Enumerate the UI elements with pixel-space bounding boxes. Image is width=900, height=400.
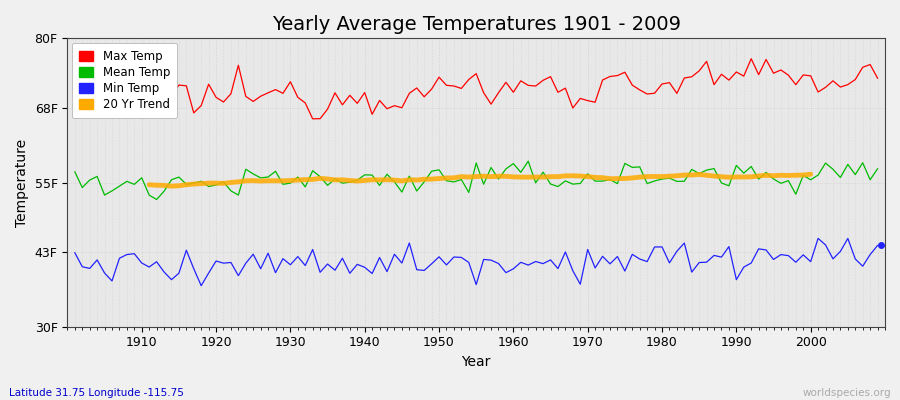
Y-axis label: Temperature: Temperature: [15, 138, 29, 226]
Title: Yearly Average Temperatures 1901 - 2009: Yearly Average Temperatures 1901 - 2009: [272, 15, 680, 34]
Text: Latitude 31.75 Longitude -115.75: Latitude 31.75 Longitude -115.75: [9, 388, 184, 398]
Text: worldspecies.org: worldspecies.org: [803, 388, 891, 398]
X-axis label: Year: Year: [462, 355, 490, 369]
Legend: Max Temp, Mean Temp, Min Temp, 20 Yr Trend: Max Temp, Mean Temp, Min Temp, 20 Yr Tre…: [72, 43, 177, 118]
